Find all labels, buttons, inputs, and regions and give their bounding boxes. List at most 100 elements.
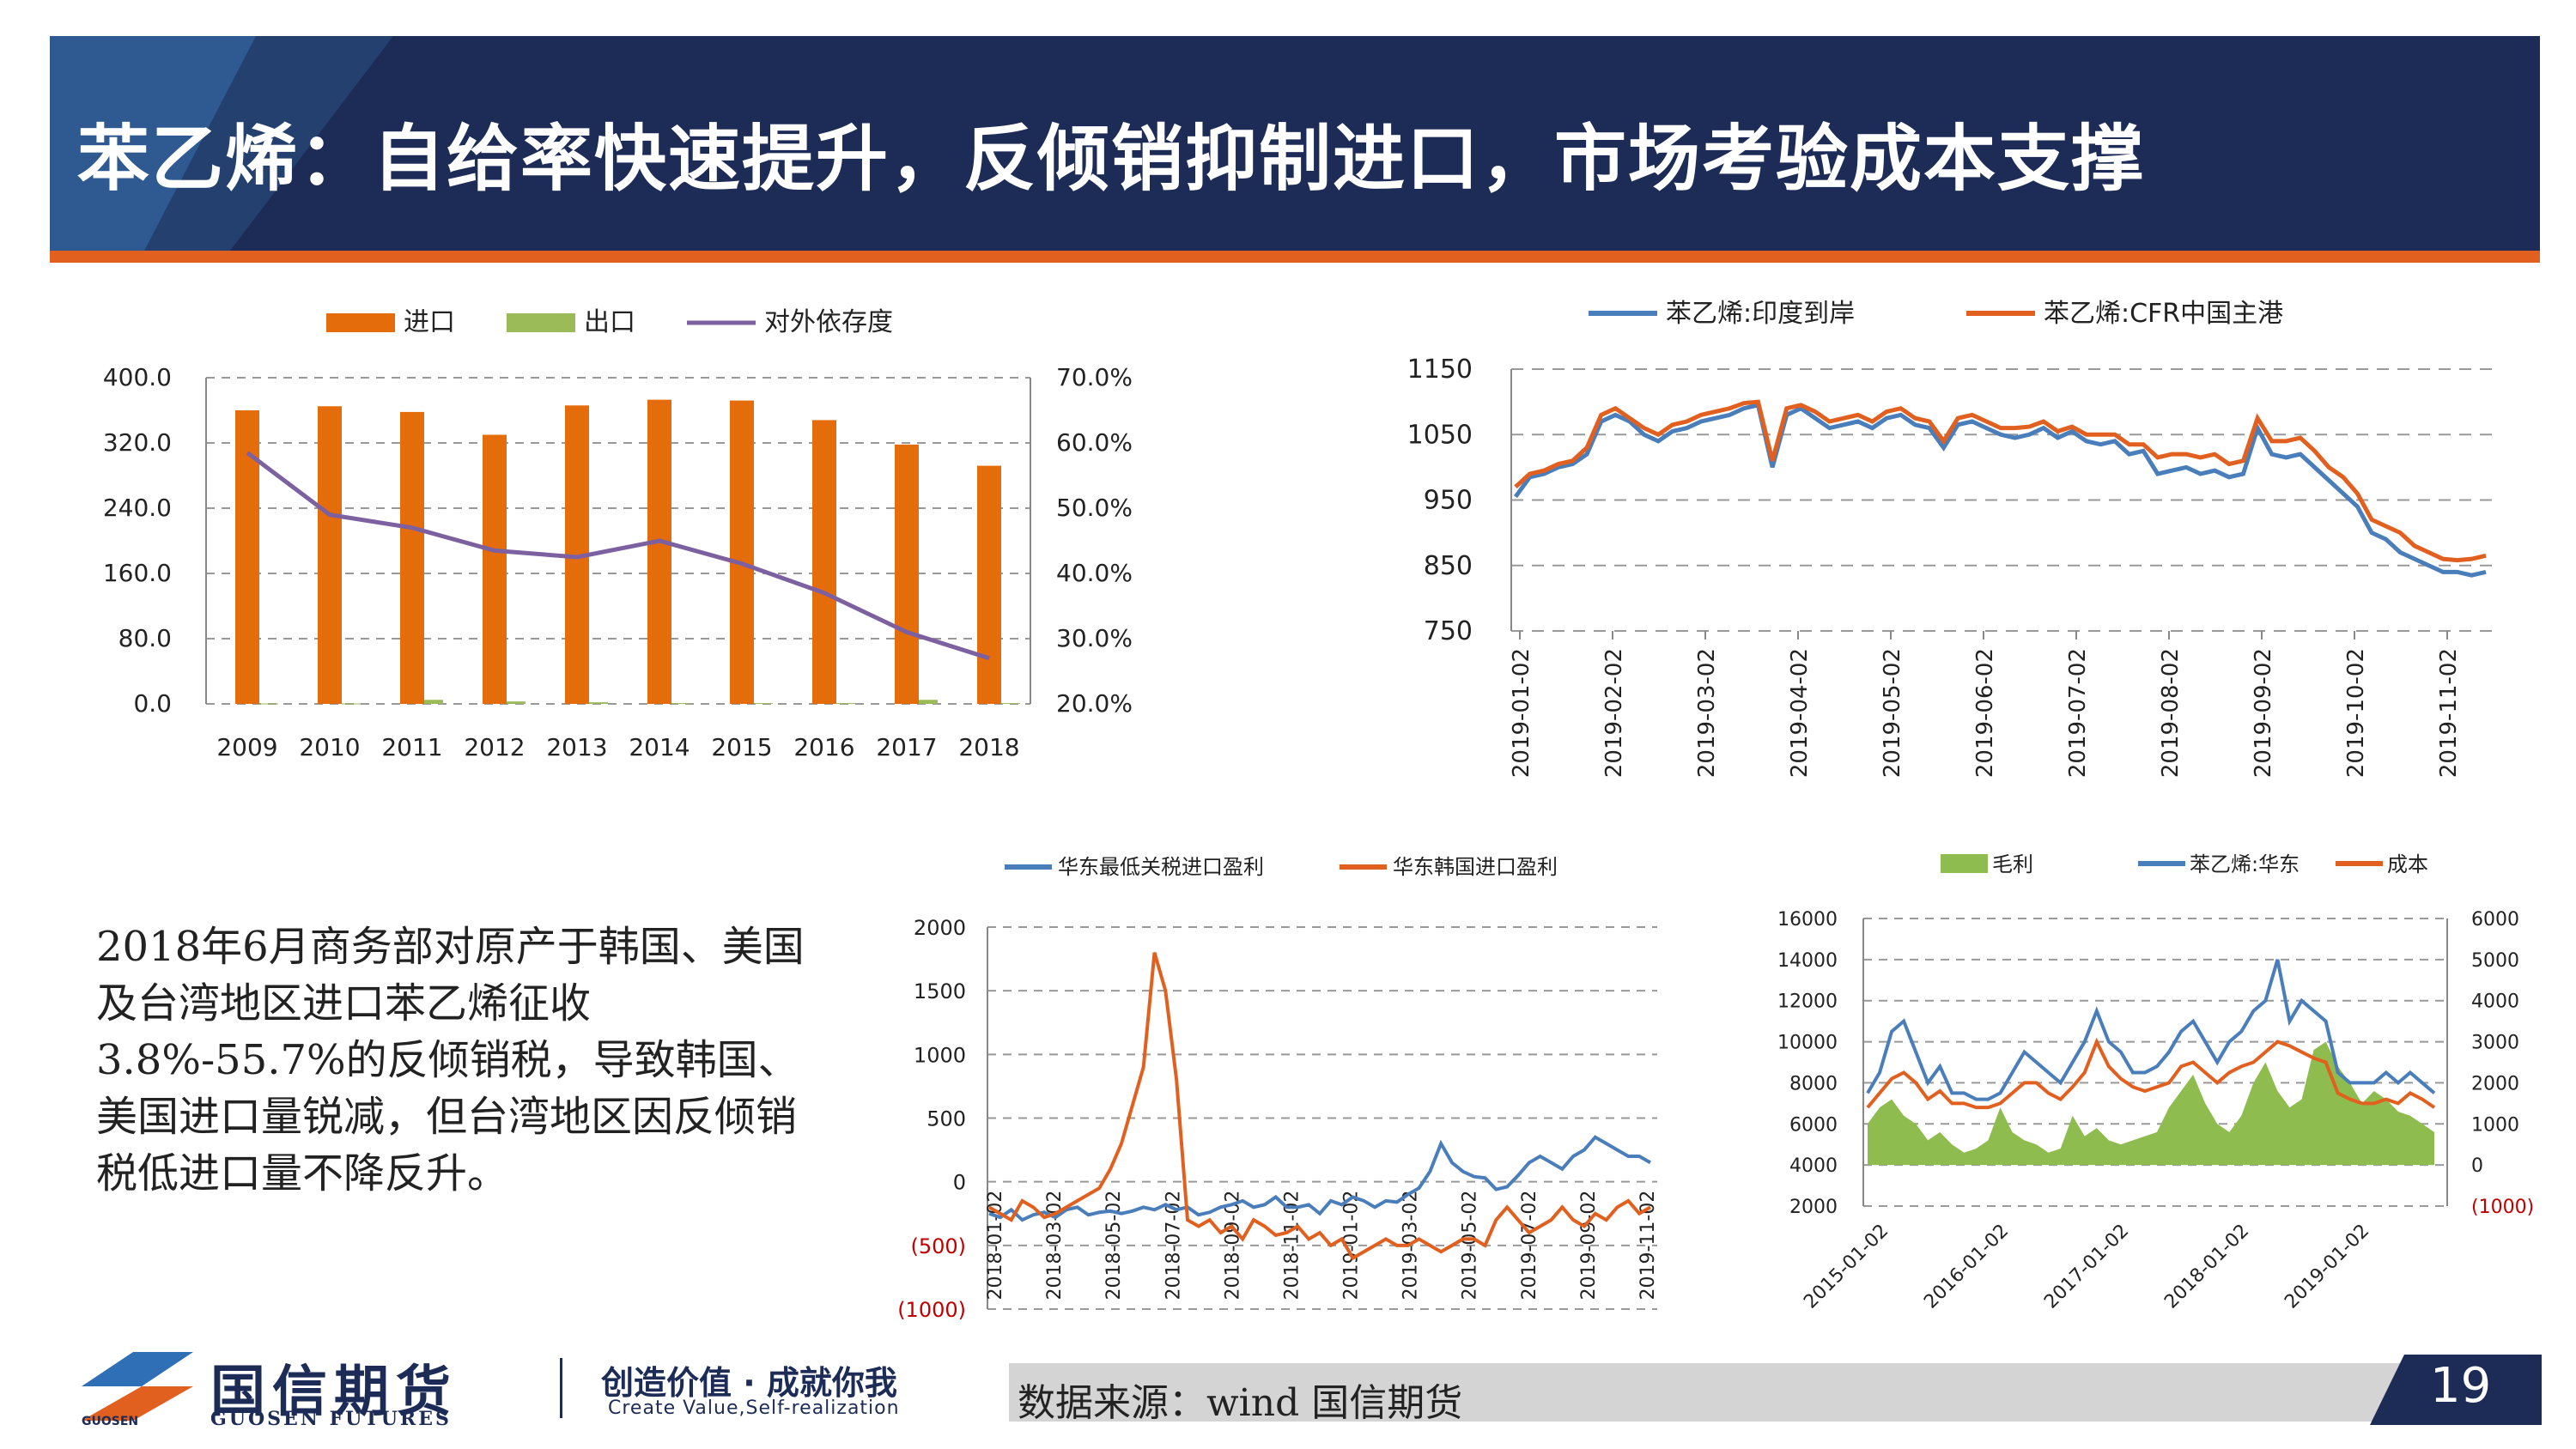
series-line-1	[987, 952, 1652, 1261]
x-tick-label: 2019-09-02	[2251, 648, 2276, 778]
y2-tick-label: 70.0%	[1056, 363, 1133, 391]
y2-tick-label: 40.0%	[1056, 559, 1133, 587]
legend-label-2: 成本	[2387, 852, 2428, 876]
x-tick-label: 2019-07-02	[2065, 648, 2091, 778]
chart-styrene-price: 750 850 950 1050 1150 2019-01-02 2019-02-02 201…	[1407, 299, 2499, 778]
y-tick-label: 750	[1424, 616, 1473, 646]
bar-import	[895, 444, 919, 704]
x-tick-label: 2016-01-02	[1920, 1221, 2013, 1313]
bar-export	[1001, 703, 1020, 705]
bar-import	[400, 411, 424, 704]
y-tick-label: 850	[1424, 551, 1473, 581]
x-tick-label: 2019-07-02	[1519, 1191, 1540, 1300]
x-tick-label: 2019-02-02	[1601, 648, 1627, 778]
chart-import-export: 0.0 80.0 160.0 240.0 320.0 400.0 20.0% 30.0% 40.…	[103, 307, 1133, 761]
y-tick-label: 1500	[914, 979, 966, 1003]
x-tick-label: 2018-05-02	[1103, 1191, 1125, 1300]
x-tick-label: 2019-06-02	[1972, 648, 1998, 778]
y2-tick-label: 60.0%	[1056, 428, 1133, 457]
legend-label-0: 苯乙烯:印度到岸	[1666, 299, 1855, 329]
y-tick-label: 2000	[1789, 1197, 1838, 1218]
bar-import	[977, 465, 1001, 704]
page-title: 苯乙烯：自给率快速提升，反倾销抑制进口，市场考验成本支撑	[77, 117, 2146, 201]
y-tick-label: (500)	[910, 1234, 966, 1258]
bar-export	[919, 700, 938, 704]
x-tick-label: 2014	[629, 733, 690, 761]
slogan-english: Create Value,Self-realization	[608, 1397, 900, 1419]
legend-label-export: 出口	[584, 307, 635, 337]
bar-export	[671, 703, 690, 705]
slogan-chinese: 创造价值 · 成就你我	[601, 1364, 897, 1402]
footer-divider	[560, 1358, 562, 1418]
page-number-badge	[2370, 1355, 2542, 1425]
x-tick-label: 2019-01-02	[1509, 648, 1534, 778]
y-tick-label: 12000	[1777, 991, 1838, 1013]
y2-tick-label: 5000	[2471, 950, 2519, 972]
y-tick-label: 320.0	[103, 428, 172, 457]
chart-import-profit: (1000) (500) 0 500 1000 1500 2000 2018-01-02 201…	[897, 855, 1659, 1322]
y-tick-label: 6000	[1789, 1114, 1838, 1136]
y-tick-label: 400.0	[103, 363, 172, 391]
x-tick-label: 2018-09-02	[1222, 1191, 1243, 1300]
y-tick-label: 2000	[914, 916, 966, 940]
bar-import	[647, 399, 671, 704]
x-tick-label: 2019-09-02	[1578, 1191, 1600, 1300]
series-line-1	[1514, 399, 2487, 563]
x-tick-label: 2013	[546, 733, 607, 761]
y2-tick-label: (1000)	[2471, 1197, 2534, 1218]
y2-tick-label: 4000	[2471, 991, 2519, 1013]
legend-swatch-export	[507, 313, 575, 332]
x-tick-label: 2011	[381, 733, 442, 761]
x-tick-label: 2015	[711, 733, 772, 761]
company-logo: GUOSEN 国信期货 GUOSEN FUTURES	[82, 1348, 562, 1434]
x-tick-label: 2017	[876, 733, 937, 761]
x-tick-label: 2018-01-02	[2160, 1221, 2253, 1313]
x-tick-label: 2015-01-02	[1800, 1221, 1893, 1313]
chart-margin: 200040006000800010000120001400016000(100…	[1777, 852, 2534, 1313]
x-tick-label: 2019-11-02	[2436, 648, 2462, 778]
y-tick-label: 950	[1424, 486, 1473, 516]
bar-export	[424, 700, 443, 704]
bar-import	[812, 420, 836, 704]
series-line-1	[1866, 959, 2436, 1101]
y-tick-label: 16000	[1777, 909, 1838, 931]
note-text: 2018年6月商务部对原产于韩国、美国及台湾地区进口苯乙烯征收3.8%-55.7…	[96, 923, 805, 1197]
bar-export	[259, 703, 278, 705]
y-tick-label: 4000	[1789, 1155, 1838, 1177]
y-tick-label: 0	[953, 1171, 966, 1195]
series-line-2	[1866, 1037, 2436, 1110]
x-tick-label: 2018	[958, 733, 1019, 761]
legend-label-1: 苯乙烯:华东	[2190, 852, 2300, 876]
x-tick-label: 2019-03-02	[1694, 648, 1720, 778]
legend-label-dependency: 对外依存度	[764, 307, 893, 337]
y-tick-label: (1000)	[897, 1298, 966, 1322]
y2-tick-label: 0	[2471, 1155, 2483, 1177]
y-tick-label: 500	[927, 1107, 966, 1131]
y-tick-label: 1050	[1407, 420, 1473, 450]
bar-import	[730, 400, 754, 704]
x-tick-label: 2019-01-02	[2281, 1221, 2373, 1313]
y2-tick-label: 1000	[2471, 1114, 2519, 1136]
x-tick-label: 2018-03-02	[1044, 1191, 1066, 1300]
legend-label-1: 华东韩国进口盈利	[1393, 855, 1558, 879]
title-banner	[50, 36, 2540, 251]
bar-export	[754, 703, 773, 705]
x-tick-label: 2019-04-02	[1787, 648, 1813, 778]
x-tick-label: 2017-01-02	[2040, 1221, 2133, 1313]
y-tick-label: 240.0	[103, 494, 172, 522]
bar-export	[342, 703, 361, 705]
legend-label-0: 华东最低关税进口盈利	[1058, 855, 1264, 879]
banner-decoration	[50, 36, 393, 251]
bar-export	[836, 703, 855, 705]
x-tick-label: 2016	[793, 733, 854, 761]
legend-swatch-margin	[1941, 854, 1988, 873]
legend-swatch-import	[326, 313, 395, 332]
x-tick-label: 2009	[216, 733, 277, 761]
x-tick-label: 2019-08-02	[2158, 648, 2184, 778]
logo-english: GUOSEN FUTURES	[210, 1408, 452, 1430]
y2-tick-label: 6000	[2471, 909, 2519, 931]
logo-mark-icon	[82, 1352, 193, 1421]
bar-export	[507, 701, 526, 704]
page-number: 19	[2430, 1358, 2492, 1414]
y2-tick-label: 2000	[2471, 1073, 2519, 1094]
